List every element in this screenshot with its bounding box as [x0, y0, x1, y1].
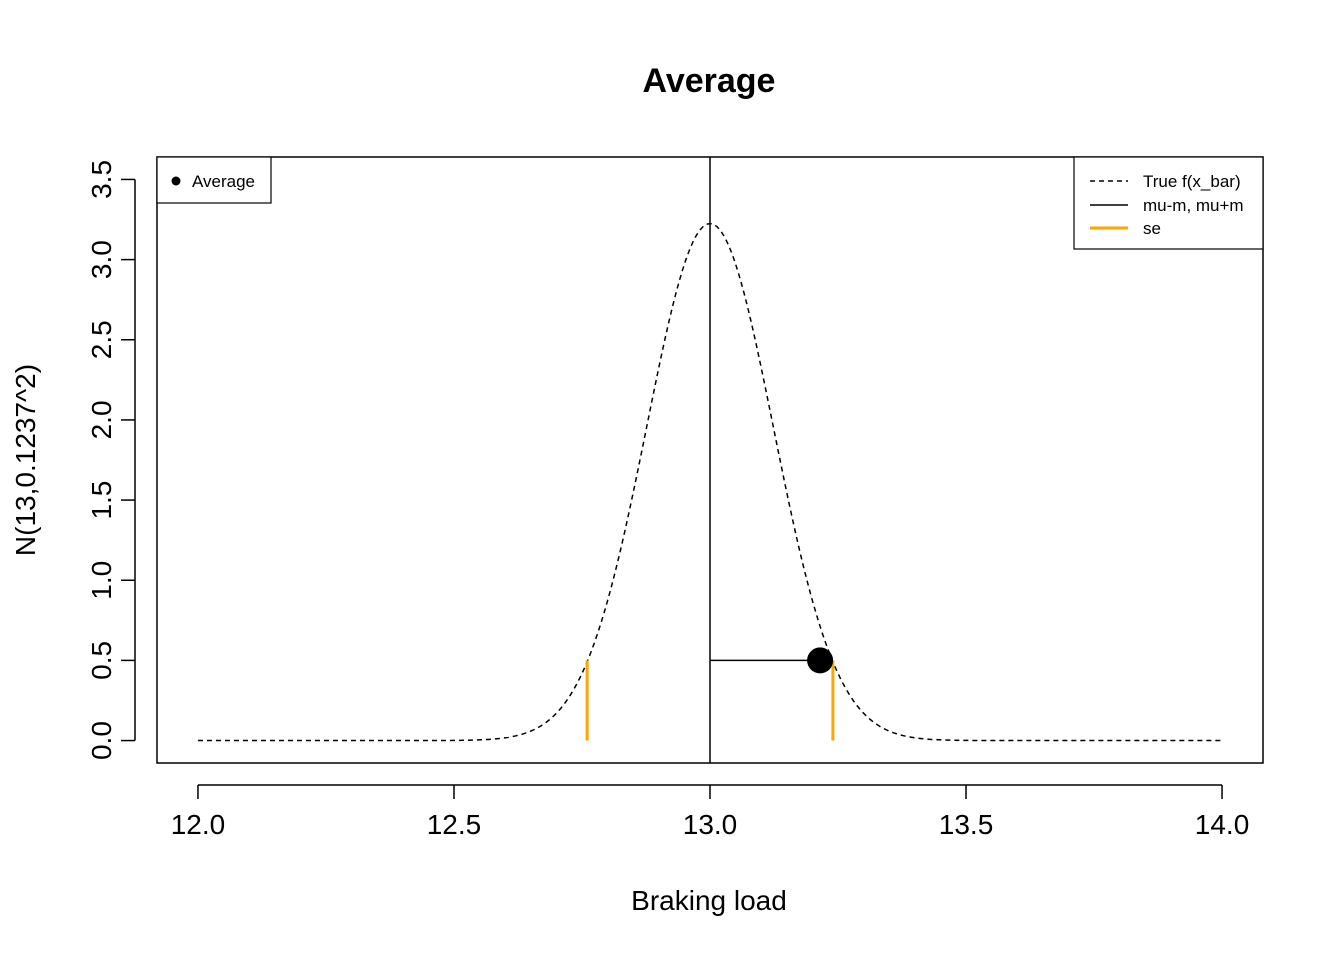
legend-mu-m-label: mu-m, mu+m [1143, 196, 1244, 215]
y-tick-label: 2.5 [86, 320, 117, 359]
x-tick-label: 13.5 [939, 809, 994, 840]
x-axis-label: Braking load [631, 885, 787, 916]
legend-se-label: se [1143, 219, 1161, 238]
x-tick-label: 13.0 [683, 809, 738, 840]
chart-title: Average [643, 62, 776, 100]
y-axis-label: N(13,0.1237^2) [10, 364, 41, 556]
y-tick-label: 0.0 [86, 721, 117, 760]
y-tick-label: 3.0 [86, 240, 117, 279]
y-tick-label: 2.0 [86, 400, 117, 439]
y-tick-label: 0.5 [86, 641, 117, 680]
legend-average-label: Average [192, 172, 255, 191]
legend-right-box [1073, 156, 1264, 250]
plot-marks [197, 157, 1223, 763]
y-tick-label: 1.5 [86, 481, 117, 520]
x-axis: 12.0 12.5 13.0 13.5 14.0 [171, 784, 1250, 840]
legend-average-marker [171, 176, 181, 186]
x-tick-label: 12.5 [427, 809, 482, 840]
y-axis: 0.0 0.5 1.0 1.5 2.0 2.5 3.0 3.5 [86, 160, 136, 760]
y-tick-label: 1.0 [86, 561, 117, 600]
legend-right: True f(x_bar) mu-m, mu+m se [1073, 156, 1264, 250]
legend-true-density-label: True f(x_bar) [1143, 172, 1241, 191]
x-tick-label: 12.0 [171, 809, 226, 840]
average-point [807, 647, 834, 674]
x-tick-label: 14.0 [1195, 809, 1250, 840]
y-tick-label: 3.5 [86, 160, 117, 199]
legend-left: Average [156, 156, 272, 204]
